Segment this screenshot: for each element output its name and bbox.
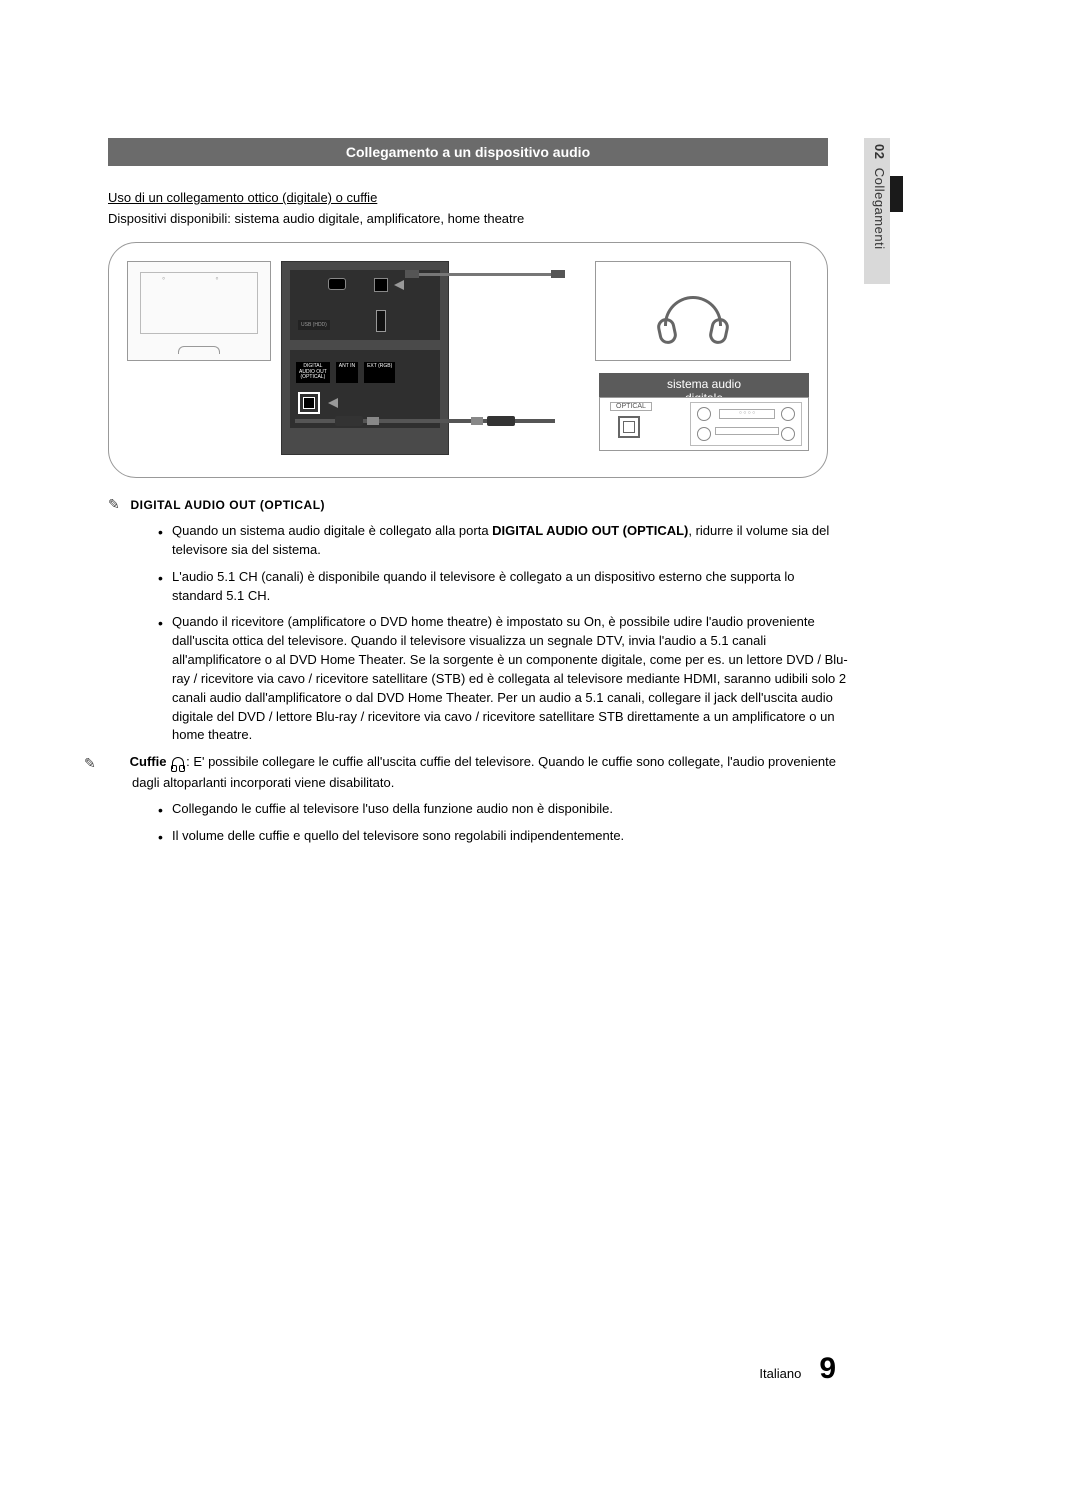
page-footer: Italiano 9: [759, 1352, 836, 1386]
notes-block: ✎ DIGITAL AUDIO OUT (OPTICAL) Quando un …: [108, 496, 848, 846]
back-panel-bottom: DIGITAL AUDIO OUT (OPTICAL) ANT IN EXT (…: [290, 350, 440, 428]
page-number: 9: [819, 1352, 836, 1386]
note-heading-digital: DIGITAL AUDIO OUT (OPTICAL): [130, 498, 325, 512]
knob-icon: [697, 427, 711, 441]
knob-icon: [781, 427, 795, 441]
bullet-item: Collegando le cuffie al televisore l'uso…: [158, 800, 848, 819]
connection-diagram: ° ° USB (HDD) DIGITAL AUDIO OUT (OPTICAL…: [108, 242, 828, 478]
knob-icon: [697, 407, 711, 421]
cable-plug-icon: [551, 270, 565, 278]
section-header: Collegamento a un dispositivo audio: [108, 138, 828, 166]
headphone-cable: [407, 273, 563, 276]
note-icon: ✎: [108, 753, 126, 773]
section-subhead: Uso di un collegamento ottico (digitale)…: [108, 190, 848, 205]
optical-out-port-icon: [298, 392, 320, 414]
port-labels: DIGITAL AUDIO OUT (OPTICAL) ANT IN EXT (…: [296, 362, 395, 383]
footer-language: Italiano: [759, 1366, 801, 1381]
port-icon: [374, 278, 388, 292]
cuffie-label: Cuffie: [130, 754, 167, 769]
bullet-item: L'audio 5.1 CH (canali) è disponibile qu…: [158, 568, 848, 606]
amp-optical-port-icon: [618, 416, 640, 438]
headphone-port-icon: [328, 278, 346, 290]
headphones-icon: [664, 296, 722, 326]
note-cuffie: ✎ Cuffie : E' possibile collegare le cuf…: [108, 753, 848, 792]
note-icon: ✎: [108, 496, 126, 513]
chapter-number: 02: [872, 144, 887, 159]
ant-in-label: ANT IN: [336, 362, 358, 383]
cable-plug-icon: [405, 270, 419, 278]
amplifier-device-icon: OPTICAL ○ ○ ○ ○: [599, 397, 809, 451]
digital-audio-label: DIGITAL AUDIO OUT (OPTICAL): [296, 362, 330, 383]
usb-label: USB (HDD): [298, 320, 330, 330]
arrow-icon: [328, 398, 338, 408]
headphones-device-icon: [595, 261, 791, 361]
amp-display-icon: ○ ○ ○ ○: [719, 409, 775, 419]
cuffie-bullets: Collegando le cuffie al televisore l'uso…: [108, 800, 848, 846]
note-digital-audio: ✎ DIGITAL AUDIO OUT (OPTICAL): [108, 496, 848, 514]
side-chapter-label: 02 Collegamenti: [872, 144, 887, 250]
chapter-title: Collegamenti: [872, 168, 887, 250]
bullet-item: Il volume delle cuffie e quello del tele…: [158, 827, 848, 846]
digital-audio-bullets: Quando un sistema audio digitale è colle…: [108, 522, 848, 745]
cuffie-text: : E' possibile collegare le cuffie all'u…: [132, 754, 836, 789]
back-panel-top: USB (HDD): [290, 270, 440, 340]
page-content: Collegamento a un dispositivo audio Uso …: [108, 138, 848, 854]
bullet-item: Quando un sistema audio digitale è colle…: [158, 522, 848, 560]
tv-front-icon: ° °: [127, 261, 271, 361]
amp-optical-label: OPTICAL: [610, 402, 652, 411]
amp-front-face: ○ ○ ○ ○: [690, 402, 802, 446]
headphones-inline-icon: [172, 757, 184, 769]
tv-back-panel-icon: USB (HDD) DIGITAL AUDIO OUT (OPTICAL) AN…: [281, 261, 449, 455]
amp-slot-icon: [715, 427, 779, 435]
tv-dots: ° °: [162, 276, 243, 285]
usb-slot-icon: [376, 310, 386, 332]
side-tab-marker: [890, 176, 903, 212]
section-description: Dispositivi disponibili: sistema audio d…: [108, 211, 848, 226]
ext-rgb-label: EXT (RGB): [364, 362, 395, 383]
bullet-item: Quando il ricevitore (amplificatore o DV…: [158, 613, 848, 745]
arrow-icon: [394, 280, 404, 290]
knob-icon: [781, 407, 795, 421]
tv-stand: [178, 346, 220, 354]
